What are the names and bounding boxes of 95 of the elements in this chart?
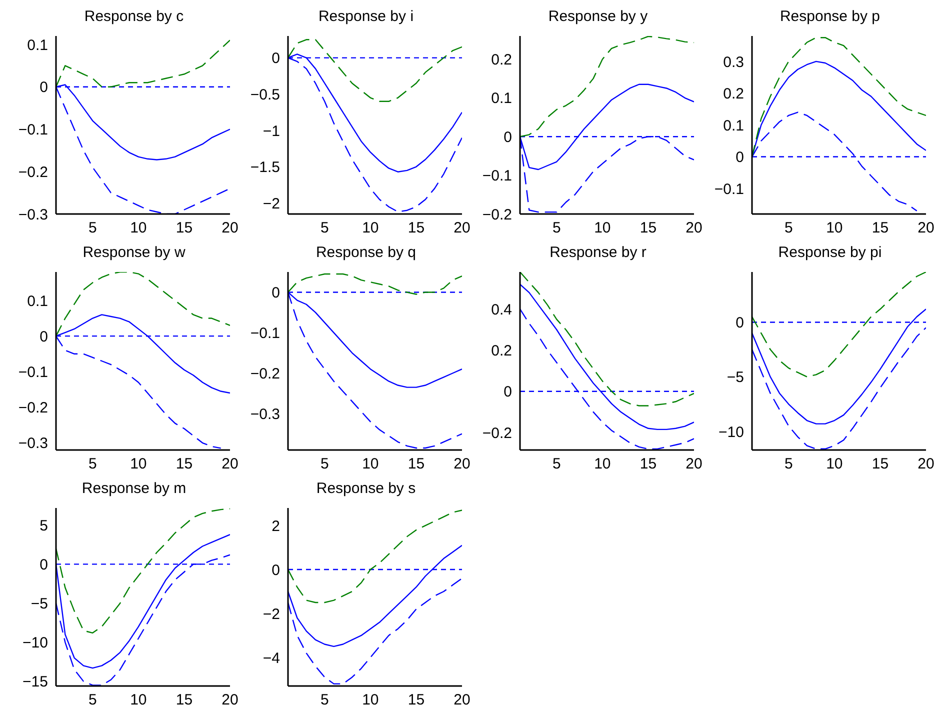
x-tick-label: 15 xyxy=(872,220,889,237)
chart-title: Response by s xyxy=(315,480,417,499)
chart-title: Response by w xyxy=(82,244,186,263)
x-tick-label: 5 xyxy=(552,220,561,237)
y-tick-label: −0.2 xyxy=(482,206,512,224)
x-tick-label: 20 xyxy=(918,456,934,473)
y-tick-label: −15 xyxy=(22,674,48,691)
x-tick-label: 10 xyxy=(594,456,611,473)
x-tick-label: 10 xyxy=(130,692,147,709)
chart-title: Response by y xyxy=(547,8,649,27)
y-tick-label: −0.1 xyxy=(250,325,280,342)
y-tick-label: −0.2 xyxy=(18,164,48,181)
x-tick-label: 20 xyxy=(454,456,470,473)
y-tick-label: −0.3 xyxy=(250,406,280,423)
x-tick-label: 10 xyxy=(826,220,843,237)
chart-title: Response by c xyxy=(83,8,185,27)
x-tick-label: 20 xyxy=(222,220,238,237)
y-tick-label: −0.2 xyxy=(250,365,280,382)
x-tick-label: 10 xyxy=(826,456,843,473)
y-tick-label: 0 xyxy=(272,562,280,579)
x-tick-label: 5 xyxy=(784,456,793,473)
y-tick-label: −0.2 xyxy=(18,400,48,417)
y-tick-label: −2 xyxy=(262,195,280,212)
chart-title: Response by i xyxy=(317,8,415,27)
y-tick-label: −0.1 xyxy=(482,168,512,185)
y-tick-label: −2 xyxy=(262,606,280,623)
x-tick-label: 5 xyxy=(88,692,97,709)
x-tick-label: 5 xyxy=(320,220,329,237)
y-tick-label: −10 xyxy=(22,634,48,652)
y-tick-label: 0 xyxy=(272,50,280,68)
y-tick-label: 0 xyxy=(40,79,48,96)
y-tick-label: −5 xyxy=(726,369,744,386)
y-tick-label: 0 xyxy=(40,556,48,574)
x-tick-label: 20 xyxy=(454,220,470,237)
y-tick-label: 0.2 xyxy=(491,342,512,360)
x-tick-label: 5 xyxy=(88,456,97,473)
x-tick-label: 15 xyxy=(176,456,193,473)
y-tick-label: −4 xyxy=(262,650,280,667)
y-tick-label: 0.3 xyxy=(723,54,744,71)
y-tick-label: 0.2 xyxy=(723,86,744,103)
y-tick-label: 0.1 xyxy=(27,36,48,54)
x-tick-label: 15 xyxy=(640,456,657,473)
y-tick-label: 2 xyxy=(272,518,280,535)
y-tick-label: −0.3 xyxy=(18,435,48,452)
x-tick-label: 10 xyxy=(130,456,147,473)
y-tick-label: 0 xyxy=(504,128,512,146)
x-tick-label: 15 xyxy=(408,220,425,237)
x-tick-label: 20 xyxy=(222,456,238,473)
x-tick-label: 15 xyxy=(176,220,193,237)
chart-title: Response by m xyxy=(80,480,188,499)
y-tick-label: 0 xyxy=(40,328,48,346)
x-tick-label: 10 xyxy=(362,692,379,709)
y-tick-label: 0 xyxy=(272,284,280,302)
y-tick-label: −0.5 xyxy=(250,86,280,104)
y-tick-label: 0.1 xyxy=(27,292,48,310)
x-tick-label: 20 xyxy=(222,692,238,709)
y-tick-label: −5 xyxy=(30,596,48,613)
chart-title: Response by pi xyxy=(777,244,883,263)
y-tick-label: −0.1 xyxy=(18,122,48,139)
chart-title: Response by q xyxy=(314,244,418,263)
y-tick-label: −0.2 xyxy=(482,424,512,442)
y-tick-label: −0.3 xyxy=(18,206,48,224)
x-tick-label: 20 xyxy=(918,220,934,237)
x-tick-label: 5 xyxy=(552,456,561,473)
y-tick-label: −10 xyxy=(718,424,744,441)
x-tick-label: 10 xyxy=(594,220,611,237)
y-tick-label: 0 xyxy=(736,314,744,332)
y-tick-label: 0.2 xyxy=(491,52,512,69)
y-tick-label: 5 xyxy=(40,518,48,534)
y-tick-label: −0.1 xyxy=(714,180,744,198)
y-tick-label: −1 xyxy=(262,122,280,140)
y-tick-label: 0 xyxy=(736,149,744,166)
x-tick-label: 15 xyxy=(408,456,425,473)
x-tick-label: 5 xyxy=(320,456,329,473)
x-tick-label: 20 xyxy=(454,692,470,709)
x-tick-label: 20 xyxy=(686,220,702,237)
y-tick-label: 0 xyxy=(504,384,512,401)
x-tick-label: 15 xyxy=(176,692,193,709)
x-tick-label: 15 xyxy=(872,456,889,473)
x-tick-label: 5 xyxy=(88,220,97,237)
y-tick-label: 0.1 xyxy=(723,117,744,134)
x-tick-label: 5 xyxy=(784,220,793,237)
x-tick-label: 10 xyxy=(362,456,379,473)
y-tick-label: 0.4 xyxy=(491,301,512,318)
x-tick-label: 20 xyxy=(686,456,702,473)
x-tick-label: 15 xyxy=(640,220,657,237)
x-tick-label: 5 xyxy=(320,692,329,709)
x-tick-label: 10 xyxy=(130,220,147,237)
x-tick-label: 15 xyxy=(408,692,425,709)
y-tick-label: 0.1 xyxy=(491,90,512,108)
y-tick-label: −0.1 xyxy=(18,364,48,382)
chart-title: Response by r xyxy=(548,244,648,263)
y-tick-label: −1.5 xyxy=(250,159,280,176)
chart-title: Response by p xyxy=(778,8,882,27)
x-tick-label: 10 xyxy=(362,220,379,237)
